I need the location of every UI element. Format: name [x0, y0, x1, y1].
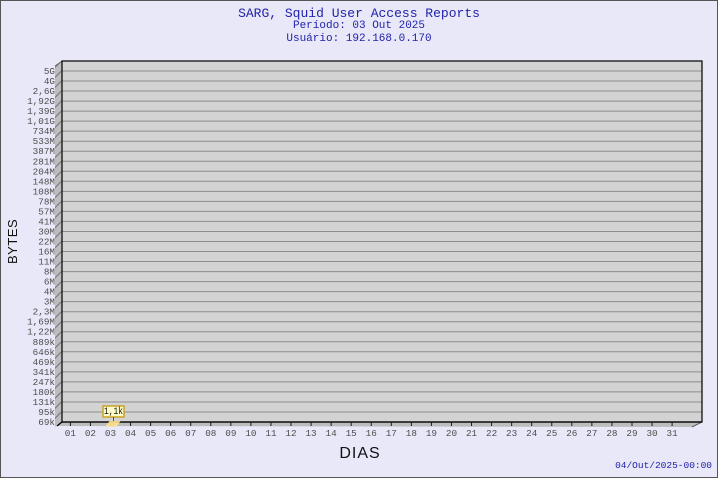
svg-text:11: 11 [265, 428, 277, 439]
svg-text:10: 10 [245, 428, 256, 439]
svg-text:20: 20 [446, 428, 457, 439]
svg-text:1,1k: 1,1k [104, 406, 123, 418]
svg-text:24: 24 [526, 428, 538, 439]
svg-text:31: 31 [667, 428, 679, 439]
svg-text:13: 13 [305, 428, 316, 439]
svg-text:28: 28 [606, 428, 617, 439]
svg-text:16: 16 [366, 428, 377, 439]
svg-text:01: 01 [65, 428, 77, 439]
svg-text:22: 22 [486, 428, 497, 439]
svg-text:25: 25 [546, 428, 557, 439]
svg-text:26: 26 [566, 428, 577, 439]
svg-text:06: 06 [165, 428, 176, 439]
svg-text:30: 30 [646, 428, 657, 439]
svg-text:09: 09 [225, 428, 236, 439]
svg-text:05: 05 [145, 428, 156, 439]
svg-text:69k: 69k [38, 417, 55, 428]
svg-text:27: 27 [586, 428, 597, 439]
svg-text:07: 07 [185, 428, 196, 439]
svg-text:21: 21 [466, 428, 478, 439]
svg-text:12: 12 [285, 428, 296, 439]
svg-text:02: 02 [85, 428, 96, 439]
svg-text:23: 23 [506, 428, 517, 439]
svg-text:18: 18 [406, 428, 417, 439]
svg-text:19: 19 [426, 428, 437, 439]
svg-text:14: 14 [326, 428, 338, 439]
svg-text:17: 17 [386, 428, 397, 439]
svg-text:08: 08 [205, 428, 216, 439]
svg-text:29: 29 [626, 428, 637, 439]
svg-text:04: 04 [125, 428, 137, 439]
svg-text:15: 15 [346, 428, 357, 439]
svg-text:03: 03 [105, 428, 116, 439]
